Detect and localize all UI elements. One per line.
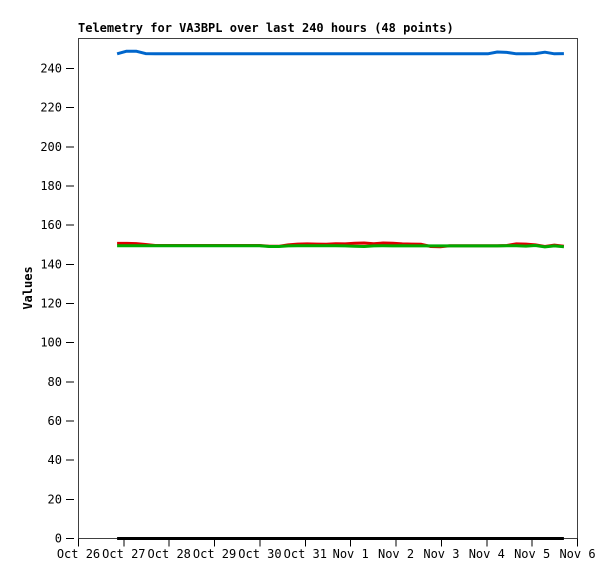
y-tick-label: 160 [40, 218, 62, 232]
x-tick-label: Oct 28 [148, 547, 191, 561]
y-tick-label: 80 [48, 375, 62, 389]
x-tick-label: Nov 6 [559, 547, 595, 561]
plot-frame [78, 38, 578, 539]
y-tick-label: 200 [40, 140, 62, 154]
chart-title: Telemetry for VA3BPL over last 240 hours… [78, 21, 454, 35]
y-axis-ticks: 0 20 40 60 80 100 120 140 160 180 200 220 240 [40, 61, 74, 546]
x-tick-label: Oct 27 [102, 547, 145, 561]
x-tick-label: Nov 1 [333, 547, 369, 561]
x-tick-label: Nov 5 [514, 547, 550, 561]
y-axis-label: Values [21, 266, 35, 309]
x-tick-label: Oct 30 [238, 547, 281, 561]
x-tick-label: Oct 26 [57, 547, 100, 561]
y-tick-label: 140 [40, 257, 62, 271]
series-green-line [117, 244, 565, 249]
y-tick-label: 180 [40, 179, 62, 193]
x-tick-label: Nov 3 [423, 547, 459, 561]
series-blue-line [116, 49, 564, 56]
x-axis-ticks: Oct 26 Oct 27 Oct 28 Oct 29 Oct 30 Oct 31 Nov … [57, 538, 596, 561]
y-tick-label: 240 [40, 61, 62, 75]
y-tick-label: 220 [40, 101, 62, 115]
y-tick-label: 20 [48, 492, 62, 506]
data-series [116, 49, 565, 540]
y-tick-label: 100 [40, 336, 62, 350]
y-tick-label: 0 [55, 532, 62, 546]
y-tick-label: 60 [48, 414, 62, 428]
y-tick-label: 40 [48, 453, 62, 467]
x-tick-label: Nov 4 [469, 547, 505, 561]
x-tick-label: Oct 31 [284, 547, 327, 561]
y-tick-label: 120 [40, 296, 62, 310]
x-tick-label: Nov 2 [378, 547, 414, 561]
x-tick-label: Oct 29 [193, 547, 236, 561]
